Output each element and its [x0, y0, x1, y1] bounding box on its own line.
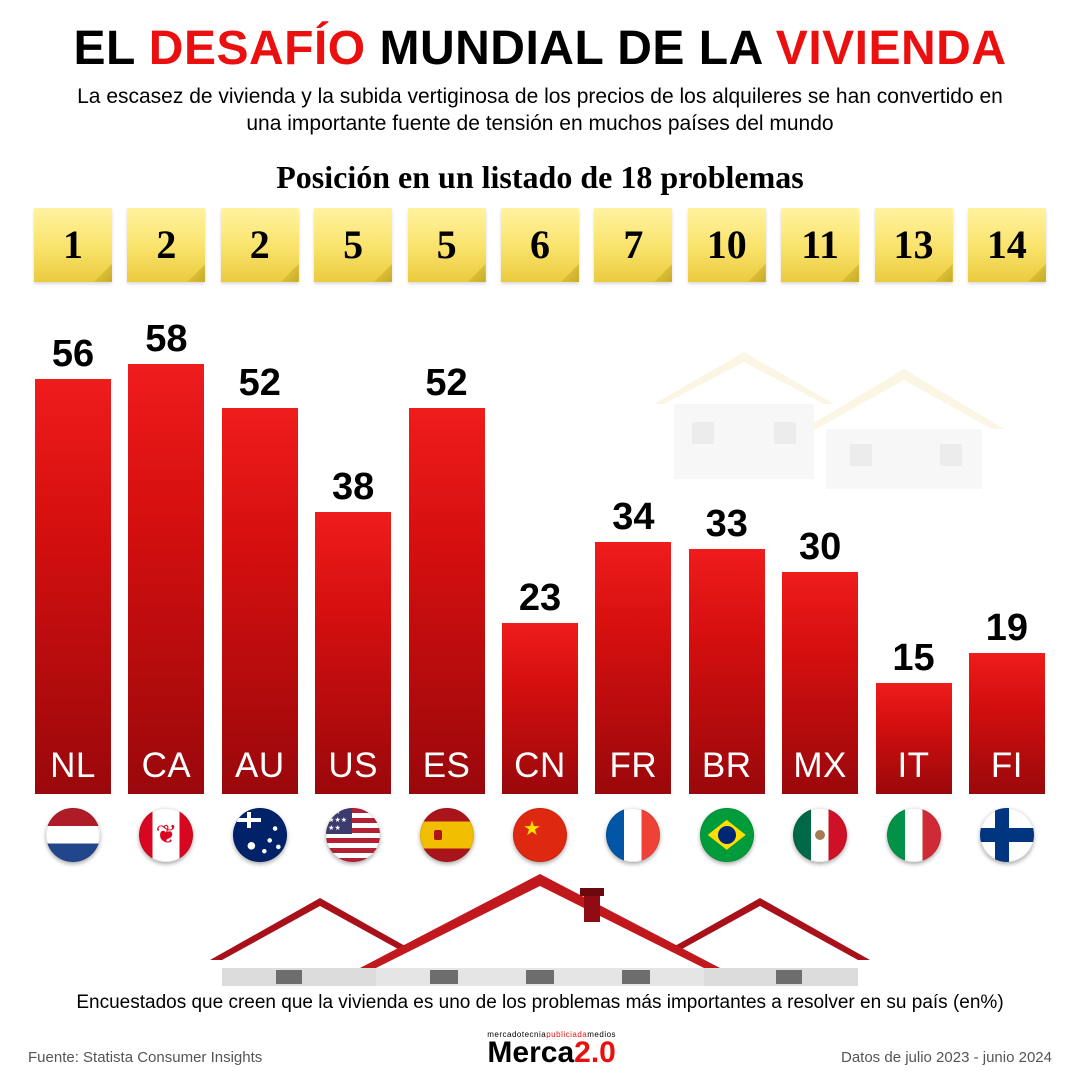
bar: US [315, 512, 391, 794]
title-part-4: VIVIENDA [776, 22, 1007, 75]
bar-column: 52 ES [408, 364, 486, 794]
bar-value: 33 [706, 505, 748, 543]
country-code: NL [50, 746, 96, 794]
flag-icon [980, 808, 1034, 862]
country-code: MX [793, 746, 847, 794]
bar-value: 52 [239, 364, 281, 402]
caption: Encuestados que creen que la vivienda es… [28, 992, 1052, 1014]
bar: IT [876, 683, 952, 794]
bar: AU [222, 408, 298, 794]
brand-main-1: Merca [487, 1036, 574, 1069]
bar-value: 56 [52, 335, 94, 373]
sticky-rank: 11 [781, 208, 859, 282]
bar-column: 33 BR [688, 505, 766, 794]
sticky-rank: 14 [968, 208, 1046, 282]
sticky-rank: 7 [594, 208, 672, 282]
brand-logo: mercadotecniapubliciadamedios Merca2.0 [487, 1030, 616, 1066]
source-label: Fuente: Statista Consumer Insights [28, 1049, 262, 1066]
bar: CN [502, 623, 578, 794]
flag-slot [314, 808, 392, 862]
flag-slot [594, 808, 672, 862]
flag-slot [875, 808, 953, 862]
country-code: FR [610, 746, 658, 794]
bar-column: 15 IT [875, 639, 953, 794]
flag-icon [513, 808, 567, 862]
sticky-rank: 5 [408, 208, 486, 282]
sticky-row: 122556710111314 [28, 208, 1052, 282]
flag-icon [606, 808, 660, 862]
bar-column: 58 CA [127, 320, 205, 794]
bar: ES [409, 408, 485, 794]
bar: FR [595, 542, 671, 794]
country-code: IT [897, 746, 929, 794]
flag-slot [688, 808, 766, 862]
flag-slot [501, 808, 579, 862]
country-code: AU [235, 746, 285, 794]
bar-value: 58 [145, 320, 187, 358]
houses-icon [180, 868, 900, 986]
flag-icon [46, 808, 100, 862]
roofs-decoration [28, 868, 1052, 986]
flag-icon [700, 808, 754, 862]
flag-slot [408, 808, 486, 862]
bar-value: 52 [425, 364, 467, 402]
bar-value: 23 [519, 579, 561, 617]
brand-main-2: 2.0 [574, 1036, 616, 1069]
bar-value: 15 [892, 639, 934, 677]
sticky-rank: 1 [34, 208, 112, 282]
sticky-rank: 2 [127, 208, 205, 282]
country-code: CA [142, 746, 192, 794]
flag-slot [127, 808, 205, 862]
bar-column: 38 US [314, 468, 392, 794]
bar-value: 19 [986, 609, 1028, 647]
bar: MX [782, 572, 858, 794]
flag-icon [793, 808, 847, 862]
flag-slot [781, 808, 859, 862]
bar-column: 52 AU [221, 364, 299, 794]
date-label: Datos de julio 2023 - junio 2024 [841, 1049, 1052, 1066]
flag-slot [34, 808, 112, 862]
sticky-rank: 6 [501, 208, 579, 282]
flag-icon [139, 808, 193, 862]
sticky-rank: 2 [221, 208, 299, 282]
title-part-2: DESAFÍO [149, 22, 366, 75]
sticky-rank: 10 [688, 208, 766, 282]
sticky-rank: 13 [875, 208, 953, 282]
country-code: BR [702, 746, 752, 794]
subtitle: La escasez de vivienda y la subida verti… [28, 84, 1052, 137]
country-code: ES [423, 746, 471, 794]
bar-column: 19 FI [968, 609, 1046, 794]
flag-icon [233, 808, 287, 862]
flag-slot [968, 808, 1046, 862]
title-part-1: EL [73, 22, 148, 75]
title-part-3: MUNDIAL DE LA [366, 22, 776, 75]
country-code: CN [514, 746, 566, 794]
bar: NL [35, 379, 111, 794]
footer: Fuente: Statista Consumer Insights merca… [28, 1030, 1052, 1066]
rank-label: Posición en un listado de 18 problemas [28, 159, 1052, 196]
bar-column: 56 NL [34, 335, 112, 794]
bar-column: 34 FR [594, 498, 672, 794]
bar: BR [689, 549, 765, 794]
page-title: EL DESAFÍO MUNDIAL DE LA VIVIENDA [28, 24, 1052, 74]
flag-icon [420, 808, 474, 862]
flag-slot [221, 808, 299, 862]
bar-column: 23 CN [501, 579, 579, 794]
flag-icon [887, 808, 941, 862]
bar: FI [969, 653, 1045, 794]
bar-value: 34 [612, 498, 654, 536]
country-code: FI [991, 746, 1023, 794]
flag-row [28, 808, 1052, 862]
bar: CA [128, 364, 204, 794]
bar-value: 38 [332, 468, 374, 506]
flag-icon [326, 808, 380, 862]
country-code: US [328, 746, 378, 794]
bar-value: 30 [799, 528, 841, 566]
bar-column: 30 MX [781, 528, 859, 794]
sticky-rank: 5 [314, 208, 392, 282]
chart: 56 NL 58 CA 52 AU 38 US 52 ES 23 CN 34 FR 33 BR 30 MX 15 IT… [28, 310, 1052, 794]
